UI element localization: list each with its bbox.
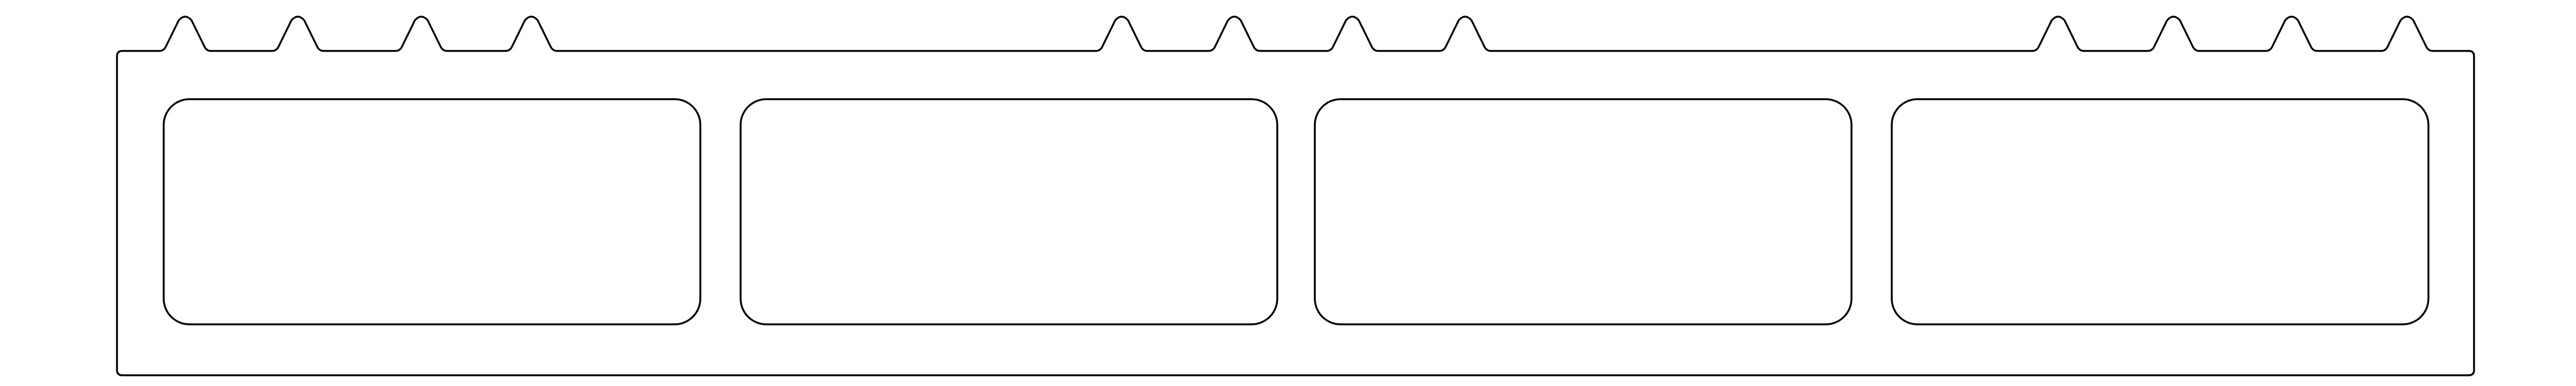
panel-4: [1891, 98, 2429, 325]
panel-group: [163, 98, 2429, 325]
panel-1: [163, 98, 701, 325]
notched-outer-frame: [116, 16, 2475, 376]
panel-3: [1314, 98, 1853, 325]
panel-2: [740, 98, 1278, 325]
